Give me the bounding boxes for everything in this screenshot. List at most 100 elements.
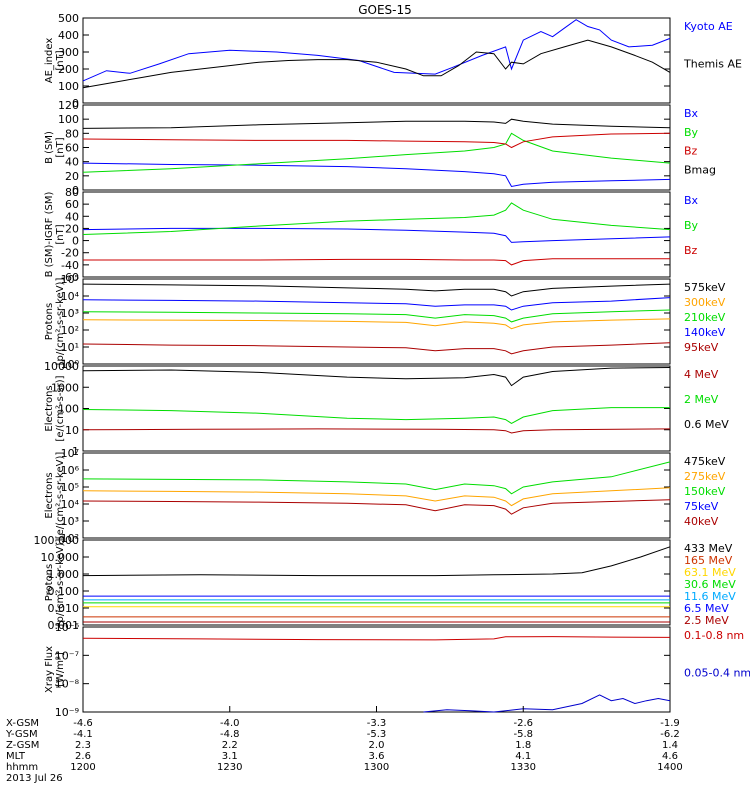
ephemeris-row-label: X-GSM — [6, 718, 39, 729]
y-tick-label: 10⁰ — [61, 358, 80, 371]
legend-entry: Kyoto AE — [684, 20, 733, 33]
y-tick-label: 0 — [72, 235, 79, 248]
y-tick-label: 10⁵ — [61, 273, 79, 286]
y-tick-label: 20 — [65, 170, 79, 183]
ephemeris-value: -6.2 — [660, 729, 680, 740]
y-tick-label: 60 — [65, 142, 79, 155]
y-tick-label: 200 — [58, 63, 79, 76]
ephemeris-value: 1200 — [70, 762, 95, 773]
legend-entry: 75keV — [684, 500, 719, 513]
legend-entry: Bz — [684, 244, 698, 257]
y-axis-label: Protons — [44, 303, 55, 340]
panel-protons_mev: 0.001 0.010 0.100 1.000 10.000 100.000 Protons… — [34, 534, 737, 632]
legend-entry: 475keV — [684, 455, 726, 468]
series-line-300keV — [82, 318, 671, 330]
panel-ae: 0 100 200 300 400 500 AE_index [nT] Kyoto AE Them… — [44, 12, 742, 110]
panel-electrons_mev: 1 10 100 1000 10000 Electrons [e/(cm²-s-sr)] 4 … — [44, 360, 729, 458]
legend-entry: 6.5 MeV — [684, 602, 729, 615]
y-tick-label: 1000 — [51, 381, 79, 394]
y-tick-label: 10⁶ — [61, 464, 80, 477]
legend-entry: 0.1-0.8 nm — [684, 629, 744, 642]
y-tick-label: 500 — [58, 12, 79, 25]
y-tick-label: 80 — [65, 186, 79, 199]
y-tick-label: 20 — [65, 222, 79, 235]
series-line-0.6-MeV — [82, 367, 671, 387]
y-tick-label: 10⁻⁶ — [55, 621, 80, 634]
y-tick-label: 400 — [58, 29, 79, 42]
ephemeris-value: -4.1 — [73, 729, 93, 740]
panel-xray: 10⁻⁹ 10⁻⁸ 10⁻⁷ 10⁻⁶ Xray Flux [W/m²] 0.1-0.8 n… — [44, 621, 750, 719]
y-tick-label: 10² — [61, 324, 79, 337]
ephemeris-value: -5.3 — [367, 729, 387, 740]
y-axis-label: [p/(cm²-s-sr-keV)] — [55, 278, 66, 366]
ephemeris-row-label: Y-GSM — [5, 729, 38, 740]
ephemeris-value: -5.8 — [513, 729, 533, 740]
series-line-40keV — [82, 499, 671, 515]
panel-frame — [82, 539, 671, 626]
y-tick-label: 1 — [72, 445, 79, 458]
legend-entry: 165 MeV — [684, 554, 733, 567]
y-tick-label: 300 — [58, 46, 79, 59]
date-label: 2013 Jul 26 — [6, 773, 63, 784]
y-tick-label: -40 — [61, 259, 79, 272]
legend-entry: 40keV — [684, 515, 719, 528]
y-axis-label: B (SM) — [44, 131, 55, 164]
series-line-0.1-0.8-nm — [82, 636, 671, 641]
series-line-4-MeV — [82, 428, 671, 434]
y-tick-label: 120 — [58, 99, 79, 112]
ephemeris-value: 2.0 — [369, 740, 385, 751]
legend-entry: 575keV — [684, 281, 726, 294]
y-axis-label: [nT] — [55, 50, 66, 70]
y-tick-label: 100 — [58, 113, 79, 126]
series-line-Bmag — [82, 118, 671, 129]
series-line-Themis-AE — [82, 39, 671, 89]
y-tick-label: 10⁻⁹ — [55, 706, 79, 719]
y-axis-label: Protons — [44, 564, 55, 601]
panel-frame — [82, 278, 671, 365]
y-axis-label: [e/(cm²-s-sr-keV)] — [55, 452, 66, 540]
y-axis-label: Xray Flux — [44, 646, 55, 693]
y-tick-label: 10² — [61, 532, 79, 545]
series-line-275keV — [82, 487, 671, 507]
y-tick-label: 0 — [72, 184, 79, 197]
y-tick-label: 0.001 — [48, 619, 80, 632]
ephemeris-value: -4.6 — [73, 718, 93, 729]
legend-entry: 0.6 MeV — [684, 418, 729, 431]
panel-protons_lo: 10⁰ 10¹ 10² 10³ 10⁴ 10⁵ Protons [p/(cm²-s-sr-ke… — [44, 273, 726, 371]
y-tick-label: -60 — [61, 271, 79, 284]
ephemeris-value: 2.2 — [222, 740, 238, 751]
y-tick-label: 10⁴ — [61, 290, 80, 303]
series-line-Bz — [82, 132, 671, 149]
y-tick-label: 10³ — [61, 307, 79, 320]
ephemeris-value: -4.8 — [220, 729, 240, 740]
legend-entry: By — [684, 126, 699, 139]
legend-entry: Themis AE — [683, 58, 742, 71]
series-line-575keV — [82, 283, 671, 297]
ephemeris-value: -1.9 — [660, 718, 680, 729]
legend-entry: Bx — [684, 194, 699, 207]
ephemeris-value: 2.6 — [75, 751, 91, 762]
panel-frame — [82, 191, 671, 278]
ephemeris-value: 4.6 — [662, 751, 678, 762]
ephemeris-value: 3.6 — [369, 751, 385, 762]
legend-entry: 0.05-0.4 nm — [684, 667, 750, 680]
ephemeris-value: 1300 — [364, 762, 389, 773]
y-axis-label: [nT] — [55, 137, 66, 157]
ephemeris-value: 2.3 — [75, 740, 91, 751]
series-line-0.05-0.4-nm — [423, 694, 671, 713]
ephemeris-value: 1230 — [217, 762, 242, 773]
y-tick-label: 10 — [65, 424, 79, 437]
y-tick-label: 80 — [65, 127, 79, 140]
legend-entry: 300keV — [684, 296, 726, 309]
y-axis-label: [W/m²] — [55, 652, 66, 687]
y-tick-label: -20 — [61, 247, 79, 260]
ephemeris-row-label: Z-GSM — [6, 740, 39, 751]
y-tick-label: 1.000 — [48, 568, 80, 581]
series-line-433-MeV — [82, 546, 671, 577]
legend-entry: 433 MeV — [684, 542, 733, 555]
y-axis-label: Electrons — [44, 385, 55, 431]
ephemeris-value: 1.8 — [515, 740, 531, 751]
